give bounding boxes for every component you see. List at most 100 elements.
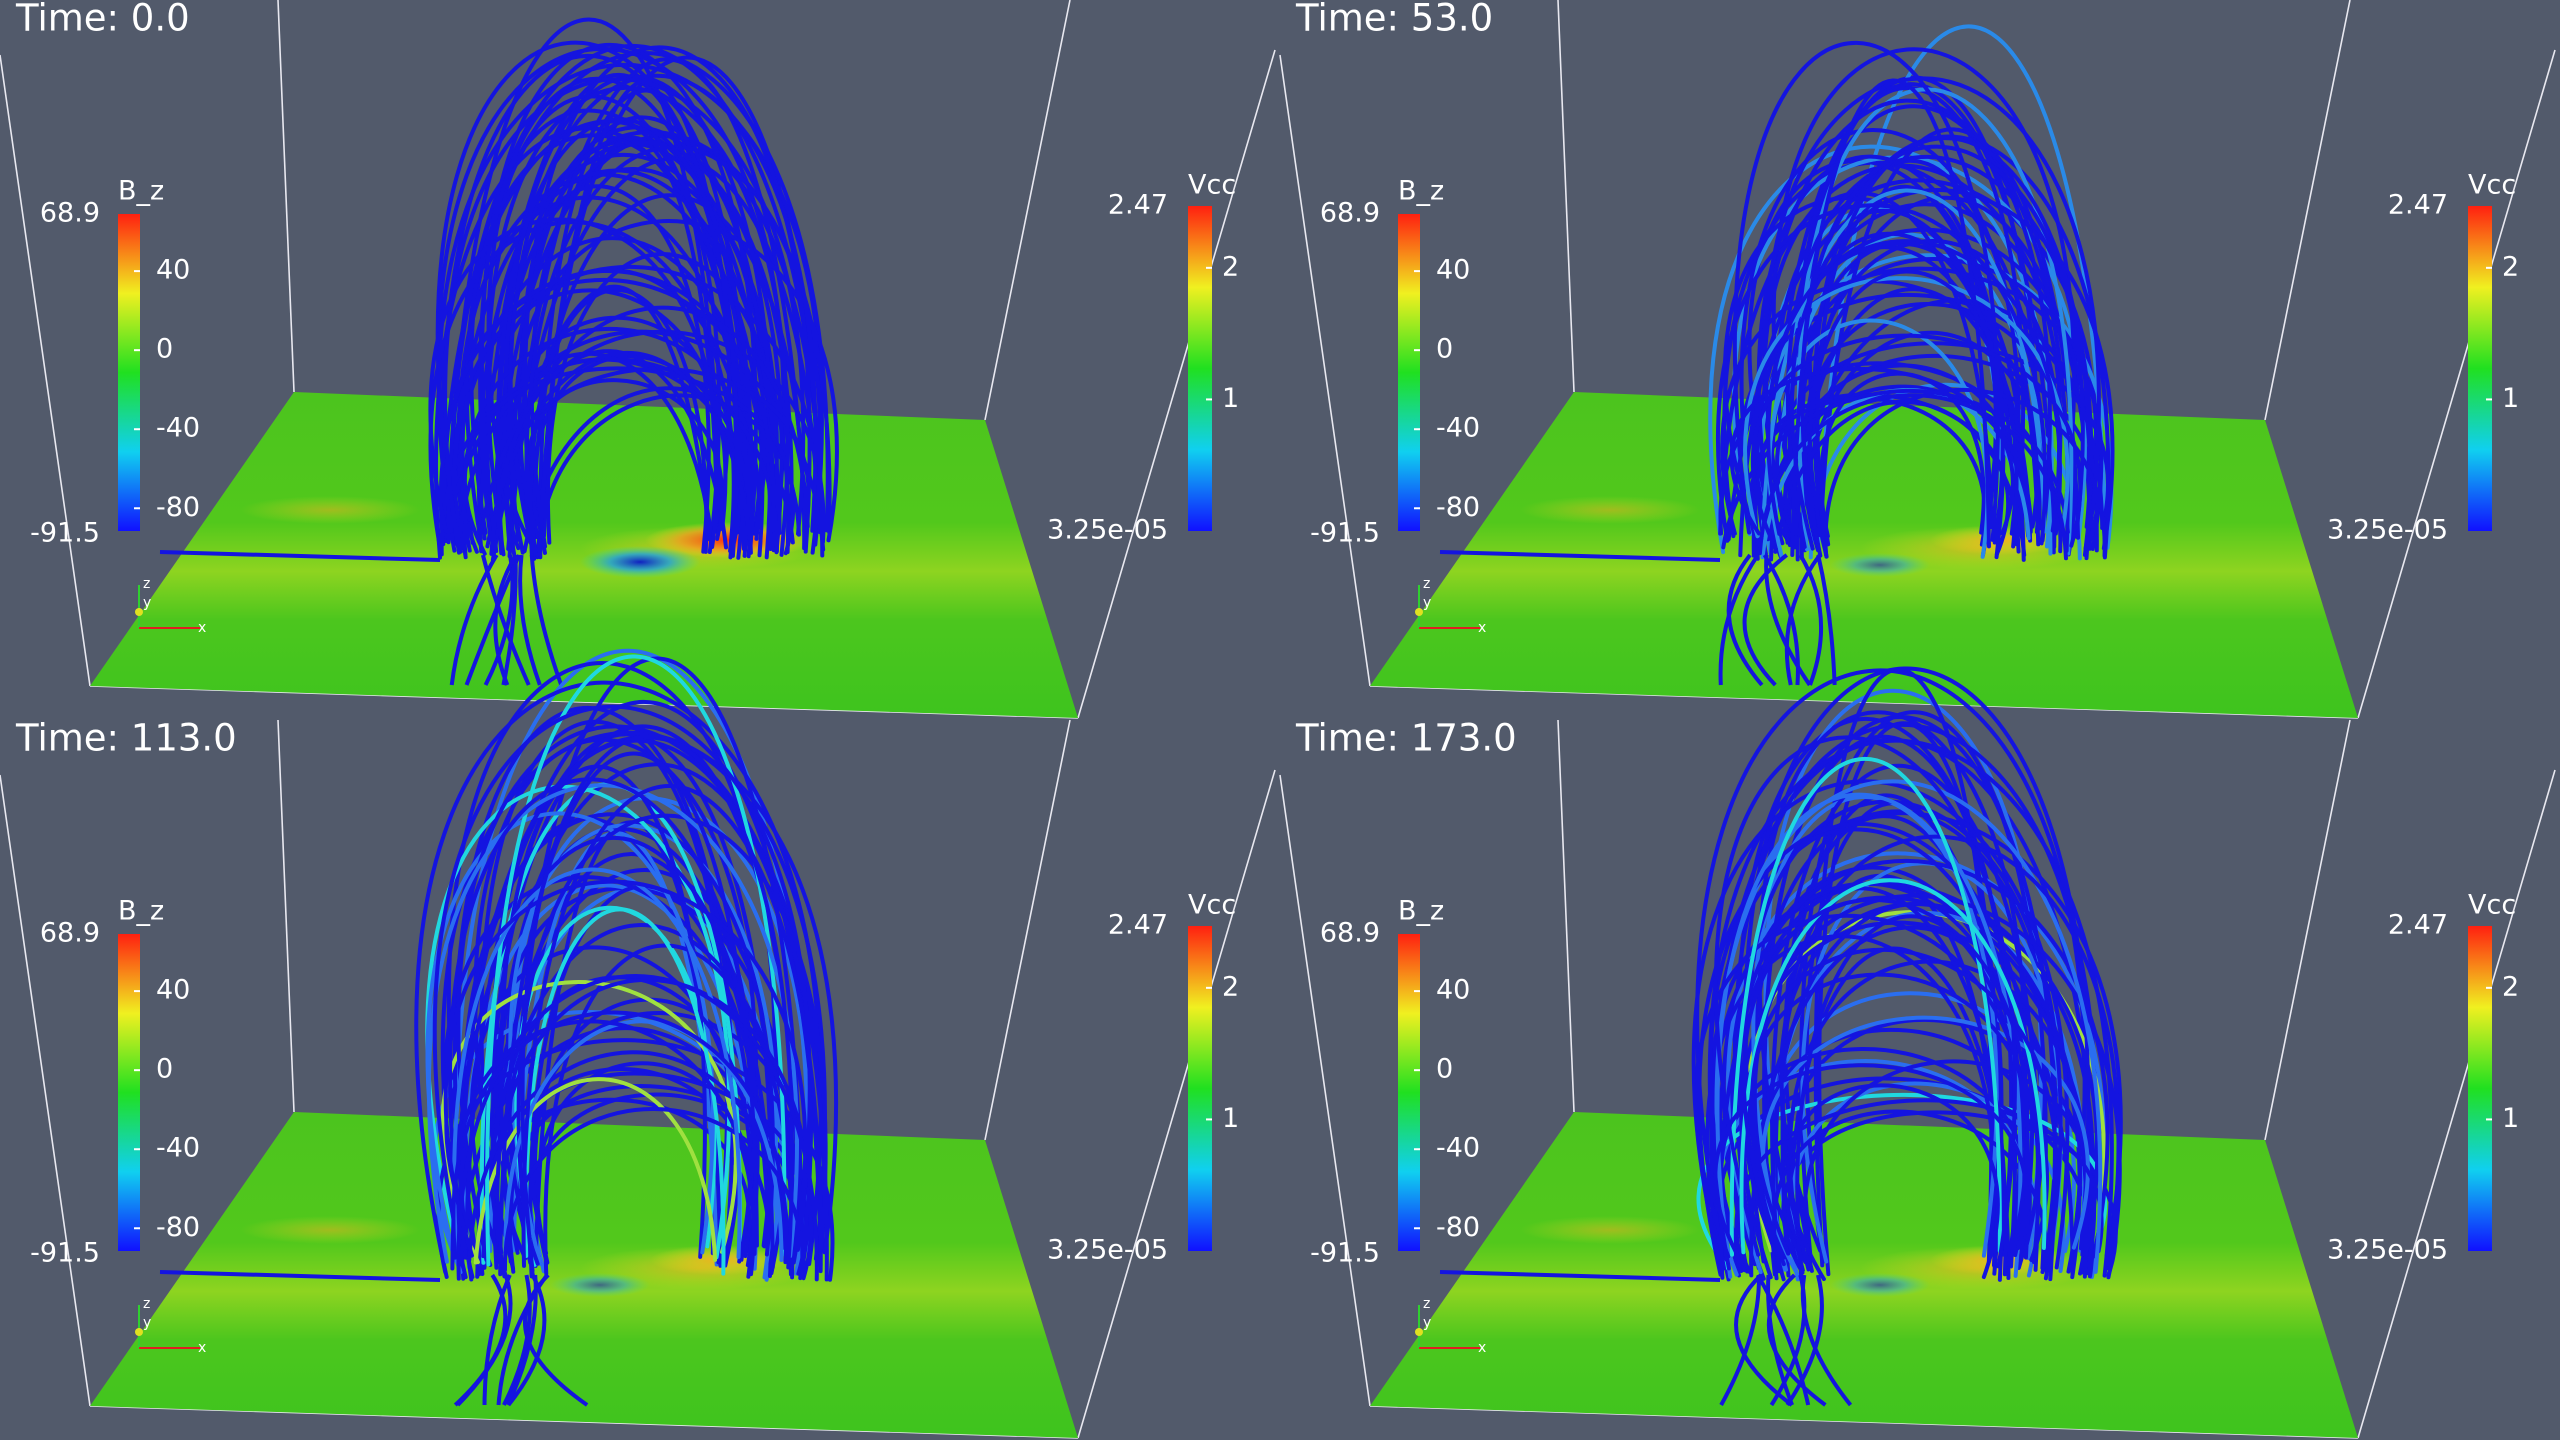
surface-spot <box>240 1216 420 1244</box>
streamline <box>425 811 715 1262</box>
box-edge <box>984 719 1071 1141</box>
streamline <box>1761 1015 2090 1280</box>
streamline <box>498 751 759 1277</box>
colorbar-tick-label: 0 <box>1436 334 1453 365</box>
colorbar-title: Vcc <box>1188 170 1236 201</box>
streamline <box>449 553 499 686</box>
box-edge <box>277 0 295 393</box>
time-label: Time: 53.0 <box>1295 0 1493 40</box>
surface-spot <box>1520 1216 1700 1244</box>
streamline <box>1726 851 2107 1279</box>
time-label: Time: 0.0 <box>15 0 190 40</box>
colorbar-tick-label: 40 <box>1436 255 1470 286</box>
streamline <box>1779 834 2121 1272</box>
streamline <box>467 1050 788 1260</box>
streamline <box>1807 269 2019 551</box>
streamline <box>1757 393 2068 561</box>
streamline <box>1715 203 2048 546</box>
streamline <box>1766 1273 1827 1407</box>
streamline <box>463 366 796 556</box>
box-edge <box>2264 0 2351 421</box>
colorbar-tick-label: -80 <box>1436 492 1480 523</box>
colorbar-tick-label: 1 <box>1222 383 1239 414</box>
streamline <box>464 133 752 558</box>
colorbar-tick-label: -40 <box>1436 1133 1480 1164</box>
colorbar <box>118 934 140 1251</box>
colorbar-tick-label: 40 <box>1436 975 1470 1006</box>
colorbar <box>1188 206 1212 531</box>
colorbar-tick-label: 40 <box>156 975 190 1006</box>
box-edge <box>1557 719 1575 1113</box>
axis-label: x <box>198 620 206 636</box>
streamline <box>1760 188 2047 537</box>
box-edge <box>1077 769 1276 1439</box>
streamline <box>446 43 825 558</box>
streamline <box>1800 144 2085 558</box>
streamline <box>1734 1273 1794 1407</box>
colorbar-tick-label: -40 <box>156 1133 200 1164</box>
streamline <box>1808 382 2082 561</box>
colorbar-tick-label: -80 <box>1436 1212 1480 1243</box>
colorbar <box>1398 214 1420 531</box>
axis-label: z <box>1423 576 1430 592</box>
colorbar-tick-label: -80 <box>156 492 200 523</box>
streamline <box>1715 792 2023 1279</box>
colorbar-tick-label: 0 <box>1436 1054 1453 1085</box>
streamline <box>1786 1083 2000 1282</box>
colorbar-min-label: -91.5 <box>30 1238 100 1269</box>
surface-spot <box>580 546 700 578</box>
colorbar-min-label: 3.25e-05 <box>1047 515 1168 546</box>
streamline <box>528 288 709 559</box>
streamline <box>529 554 564 686</box>
streamline <box>493 553 518 686</box>
panel: Time: 113.0 B_z 68.9 -91.5 40 0 -40 -80 Vcc 2.47 3… <box>0 648 1276 1439</box>
axis-label: x <box>1478 1340 1486 1356</box>
axis-triad <box>1415 608 1423 616</box>
panel: Time: 0.0 B_z 68.9 -91.5 40 0 -40 -80 Vcc 2.47 3.2… <box>0 0 1276 719</box>
colorbar-title: Vcc <box>2468 890 2516 921</box>
colorbar-min-label: -91.5 <box>1310 518 1380 549</box>
axis-label: z <box>1423 1296 1430 1312</box>
colorbar-tick-label: 40 <box>156 255 190 286</box>
streamline <box>1713 1063 2029 1256</box>
colorbar-title: Vcc <box>1188 890 1236 921</box>
colorbar-max-label: 68.9 <box>1320 198 1380 229</box>
surface-spot <box>1830 553 1930 577</box>
streamline <box>432 704 812 1280</box>
box-edge <box>1279 774 1371 1407</box>
streamline <box>506 57 808 551</box>
time-label: Time: 173.0 <box>1295 717 1517 760</box>
colorbar-min-label: -91.5 <box>30 518 100 549</box>
colorbar-min-label: 3.25e-05 <box>1047 1235 1168 1266</box>
colorbar-tick-label: 2 <box>2502 251 2519 282</box>
colorbar-min-label: 3.25e-05 <box>2327 515 2448 546</box>
colorbar-tick-label: 2 <box>2502 971 2519 1002</box>
streamline <box>1750 333 2082 552</box>
streamline <box>495 117 754 546</box>
streamline <box>159 1270 441 1282</box>
panel: Time: 53.0 B_z 68.9 -91.5 40 0 -40 -80 Vcc 2.47 3.… <box>1279 0 2556 719</box>
streamline <box>1798 553 1824 686</box>
colorbar-tick-label: 0 <box>156 334 173 365</box>
streamline <box>1769 1274 1807 1407</box>
colorbar <box>1188 926 1212 1251</box>
colorbar-max-label: 68.9 <box>40 918 100 949</box>
box-edge <box>2357 49 2556 719</box>
streamline <box>1742 553 1788 687</box>
streamline <box>1439 550 1721 562</box>
colorbar-tick-label: 2 <box>1222 971 1239 1002</box>
colorbar-title: B_z <box>1398 176 1444 207</box>
axis-triad <box>135 1328 143 1336</box>
streamline <box>1770 763 2041 1273</box>
streamline <box>1762 714 2057 1282</box>
streamline <box>482 1274 512 1406</box>
streamline <box>456 974 819 1282</box>
box-edge <box>0 54 91 687</box>
axis-label: x <box>198 1340 206 1356</box>
panel: Time: 173.0 B_z 68.9 -91.5 40 0 -40 -80 Vcc 2.47 3… <box>1279 666 2556 1439</box>
time-label: Time: 113.0 <box>15 717 237 760</box>
box-edge <box>984 0 1071 421</box>
streamline <box>1750 947 2059 1274</box>
streamline <box>439 357 779 557</box>
streamline <box>473 1077 718 1265</box>
